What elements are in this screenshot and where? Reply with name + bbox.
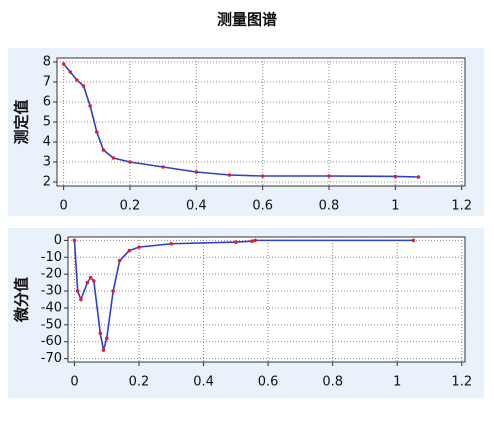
x-tick-label: 0.4: [193, 375, 214, 390]
y-tick-label: 8: [43, 55, 51, 70]
data-point: [416, 175, 421, 179]
x-tick-label: 0.2: [120, 199, 141, 214]
data-point: [111, 289, 115, 293]
x-tick-label: 0: [59, 199, 67, 214]
data-point: [253, 238, 258, 243]
x-tick-label: 0.2: [129, 375, 150, 390]
x-tick-label: 0.4: [186, 199, 207, 214]
x-tick-label: 1: [391, 199, 399, 214]
y-tick-label: -10: [41, 250, 62, 265]
y-tick-label: 4: [43, 135, 51, 150]
x-tick-label: 1: [393, 375, 401, 390]
data-point: [194, 170, 199, 174]
data-point: [327, 174, 331, 178]
y-tick-label: 5: [43, 115, 51, 130]
data-point: [79, 297, 83, 302]
data-point: [88, 275, 93, 280]
data-point: [128, 160, 132, 164]
data-point: [161, 165, 165, 169]
data-point: [227, 173, 232, 177]
y-tick-label: -30: [41, 284, 62, 299]
data-point: [61, 62, 66, 66]
y-tick-label: -50: [41, 317, 62, 332]
y-tick-label: -70: [41, 351, 62, 366]
x-tick-label: 0.8: [322, 375, 343, 390]
y-axis-label: 微分值: [13, 277, 31, 323]
y-axis-label: 测定值: [13, 99, 31, 144]
series-line: [73, 239, 414, 351]
data-point: [117, 258, 122, 263]
x-tick-label: 0: [70, 375, 78, 390]
y-tick-label: 7: [43, 75, 51, 90]
data-point: [75, 289, 80, 293]
data-point: [92, 279, 96, 283]
y-tick-label: 0: [54, 233, 62, 248]
data-point: [98, 331, 103, 336]
data-point: [85, 280, 90, 285]
data-point: [101, 348, 106, 352]
data-point: [101, 148, 106, 152]
data-point: [75, 78, 79, 82]
data-point: [104, 336, 109, 341]
series-line: [63, 63, 419, 178]
data-point: [411, 238, 416, 243]
y-tick-label: 6: [43, 95, 51, 110]
x-tick-label: 0.6: [252, 199, 273, 214]
data-point: [137, 245, 141, 249]
data-point: [250, 239, 254, 244]
data-point: [111, 156, 116, 160]
data-point: [393, 174, 398, 179]
data-point: [72, 238, 77, 243]
x-tick-label: 1.2: [451, 199, 472, 214]
data-point: [260, 174, 265, 178]
y-tick-label: 2: [43, 175, 51, 190]
data-point: [68, 70, 73, 74]
chart-title: 测量图谱: [217, 11, 277, 29]
y-tick-label: -40: [41, 300, 62, 315]
data-point: [88, 104, 92, 108]
x-tick-label: 1.2: [451, 375, 472, 390]
data-point: [127, 248, 132, 253]
y-tick-label: -60: [41, 334, 62, 349]
y-tick-label: -20: [41, 267, 62, 282]
data-point: [169, 241, 174, 246]
data-point: [95, 130, 99, 134]
data-point: [81, 84, 86, 88]
plot-area: [67, 236, 466, 363]
data-point: [234, 240, 238, 244]
x-tick-label: 0.6: [258, 375, 279, 390]
x-tick-label: 0.8: [319, 199, 340, 214]
y-tick-label: 3: [43, 155, 51, 170]
